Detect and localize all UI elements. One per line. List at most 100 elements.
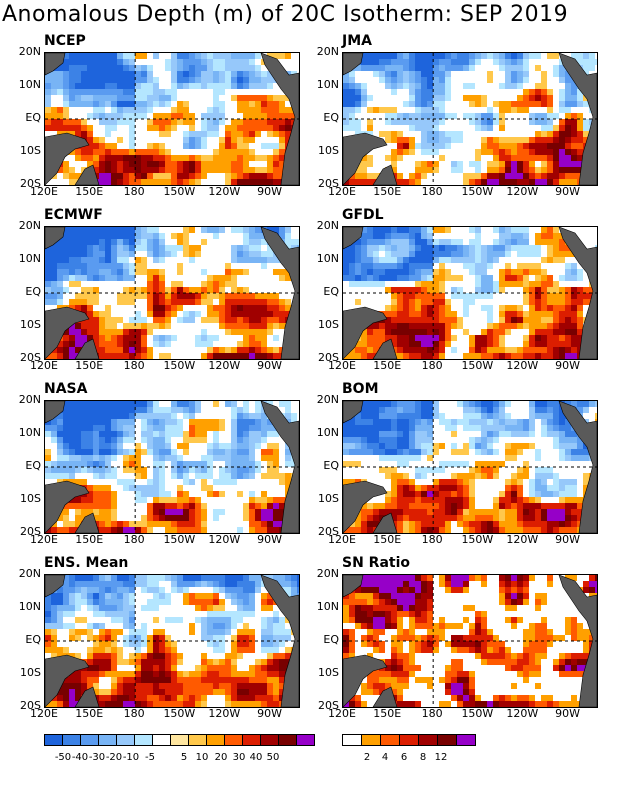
colorbar-label: 2 (363, 752, 371, 763)
colorbar-swatch (243, 735, 261, 745)
anomaly-map-ens-mean (44, 574, 300, 708)
lon-label: 120E (30, 707, 58, 720)
lat-label: EQ (323, 285, 339, 298)
lon-label: 150E (75, 185, 104, 198)
lat-label: EQ (323, 633, 339, 646)
colorbar-swatch (63, 735, 81, 745)
colorbar-swatch (400, 735, 419, 745)
panel-title: ECMWF (44, 207, 103, 223)
lon-label: 120W (506, 185, 539, 198)
lon-label: 150E (373, 533, 402, 546)
lon-label: 150W (461, 707, 494, 720)
lon-label: 150W (163, 533, 196, 546)
lon-label: 90W (257, 707, 282, 720)
lat-label: EQ (323, 111, 339, 124)
anomaly-map-gfdl (342, 226, 598, 360)
lat-label: 10S (20, 666, 41, 679)
lat-label: 20N (316, 45, 339, 58)
colorbar-label: -40 (71, 752, 89, 763)
lat-label: EQ (25, 111, 41, 124)
lon-label: 150W (461, 359, 494, 372)
lat-label: 20N (18, 567, 41, 580)
colorbar-swatch (362, 735, 381, 745)
lat-label: 10N (18, 78, 41, 91)
lat-label: EQ (323, 459, 339, 472)
colorbar-swatch (297, 735, 314, 745)
lon-label: 150E (75, 707, 104, 720)
lon-label: 180 (421, 533, 443, 546)
lon-label: 150E (373, 359, 402, 372)
lon-label: 120W (506, 533, 539, 546)
lon-label: 120E (328, 533, 356, 546)
panel-title: NASA (44, 381, 88, 397)
colorbar-label: 12 (434, 752, 448, 763)
lat-label: 20S (318, 177, 339, 190)
lon-label: 90W (257, 359, 282, 372)
colorbar-label: -30 (88, 752, 106, 763)
lon-label: 90W (555, 533, 580, 546)
lat-label: 10S (318, 144, 339, 157)
lon-label: 90W (555, 359, 580, 372)
colorbar-label: 6 (400, 752, 408, 763)
lon-label: 120E (328, 185, 356, 198)
lon-label: 150E (75, 359, 104, 372)
lat-label: 20S (20, 525, 41, 538)
colorbar-label: 5 (180, 752, 188, 763)
panel-title: ENS. Mean (44, 555, 129, 571)
lat-label: EQ (25, 285, 41, 298)
colorbar-swatch (381, 735, 400, 745)
colorbar-label: 4 (381, 752, 389, 763)
lon-label: 180 (123, 533, 145, 546)
lon-label: 120W (506, 359, 539, 372)
lon-label: 120E (328, 359, 356, 372)
colorbar-label: -50 (54, 752, 72, 763)
panel-title: JMA (342, 33, 372, 49)
lon-label: 90W (555, 707, 580, 720)
lat-label: 20N (316, 567, 339, 580)
figure-title: Anomalous Depth (m) of 20C Isotherm: SEP… (2, 2, 569, 27)
colorbar-label: 10 (195, 752, 209, 763)
colorbar-label: 30 (232, 752, 246, 763)
lon-label: 120W (208, 359, 241, 372)
lon-label: 180 (123, 185, 145, 198)
colorbar-swatch (45, 735, 63, 745)
lat-label: 10S (20, 144, 41, 157)
panel-title: SN Ratio (342, 555, 411, 571)
lon-label: 150E (373, 185, 402, 198)
lat-label: 10S (20, 318, 41, 331)
lat-label: 20S (318, 525, 339, 538)
colorbar-swatch (419, 735, 438, 745)
lat-label: 20S (20, 177, 41, 190)
lon-label: 180 (421, 185, 443, 198)
colorbar-swatch (457, 735, 475, 745)
colorbar-swatches (44, 734, 315, 746)
lon-label: 150W (163, 185, 196, 198)
lon-label: 120W (208, 533, 241, 546)
anomaly-map-bom (342, 400, 598, 534)
lat-label: 10N (18, 600, 41, 613)
lon-label: 180 (421, 707, 443, 720)
lon-label: 180 (123, 359, 145, 372)
colorbar-label: 20 (214, 752, 228, 763)
lat-label: 20N (316, 393, 339, 406)
colorbar-swatch (438, 735, 457, 745)
lon-label: 120E (30, 185, 58, 198)
lat-label: 10S (318, 318, 339, 331)
anomaly-map-sn-ratio (342, 574, 598, 708)
colorbar-label: -20 (105, 752, 123, 763)
lon-label: 150W (163, 359, 196, 372)
lat-label: 10N (316, 426, 339, 439)
lat-label: 10N (18, 252, 41, 265)
lon-label: 90W (555, 185, 580, 198)
lon-label: 120W (208, 185, 241, 198)
lat-label: 10N (18, 426, 41, 439)
colorbar-label: 40 (249, 752, 263, 763)
colorbar-swatch (117, 735, 135, 745)
colorbar-label: -10 (122, 752, 140, 763)
colorbar-swatch (343, 735, 362, 745)
lon-label: 120E (328, 707, 356, 720)
colorbar-label: 50 (266, 752, 280, 763)
lat-label: EQ (25, 633, 41, 646)
lon-label: 150E (373, 707, 402, 720)
lon-label: 150E (75, 533, 104, 546)
